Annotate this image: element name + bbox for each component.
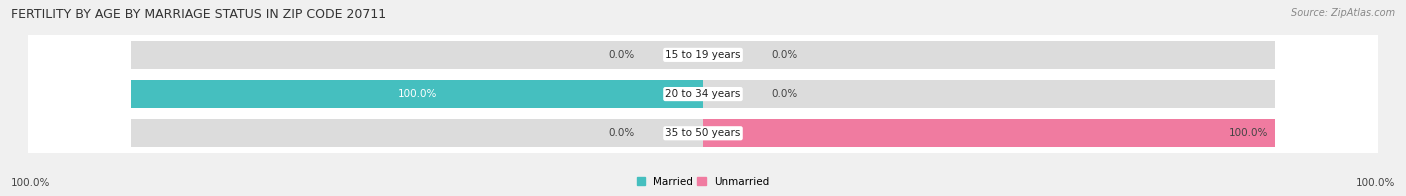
Bar: [131, 41, 703, 69]
Text: 100.0%: 100.0%: [1355, 178, 1395, 188]
Bar: [703, 41, 1275, 69]
Text: 100.0%: 100.0%: [398, 89, 437, 99]
Bar: [131, 80, 703, 108]
Text: 15 to 19 years: 15 to 19 years: [665, 50, 741, 60]
Text: 20 to 34 years: 20 to 34 years: [665, 89, 741, 99]
Text: 0.0%: 0.0%: [609, 128, 634, 138]
Bar: [703, 80, 1275, 108]
Bar: [28, 114, 1378, 153]
Bar: [703, 119, 1275, 147]
Bar: [28, 74, 1378, 114]
Text: 100.0%: 100.0%: [11, 178, 51, 188]
Bar: [131, 119, 703, 147]
Text: 100.0%: 100.0%: [1229, 128, 1268, 138]
Bar: [131, 80, 703, 108]
Text: 35 to 50 years: 35 to 50 years: [665, 128, 741, 138]
Bar: [28, 35, 1378, 74]
Text: 0.0%: 0.0%: [609, 50, 634, 60]
Text: 0.0%: 0.0%: [772, 50, 797, 60]
Text: Source: ZipAtlas.com: Source: ZipAtlas.com: [1291, 8, 1395, 18]
Legend: Married, Unmarried: Married, Unmarried: [633, 172, 773, 191]
Text: 0.0%: 0.0%: [772, 89, 797, 99]
Text: FERTILITY BY AGE BY MARRIAGE STATUS IN ZIP CODE 20711: FERTILITY BY AGE BY MARRIAGE STATUS IN Z…: [11, 8, 387, 21]
Bar: [703, 119, 1275, 147]
